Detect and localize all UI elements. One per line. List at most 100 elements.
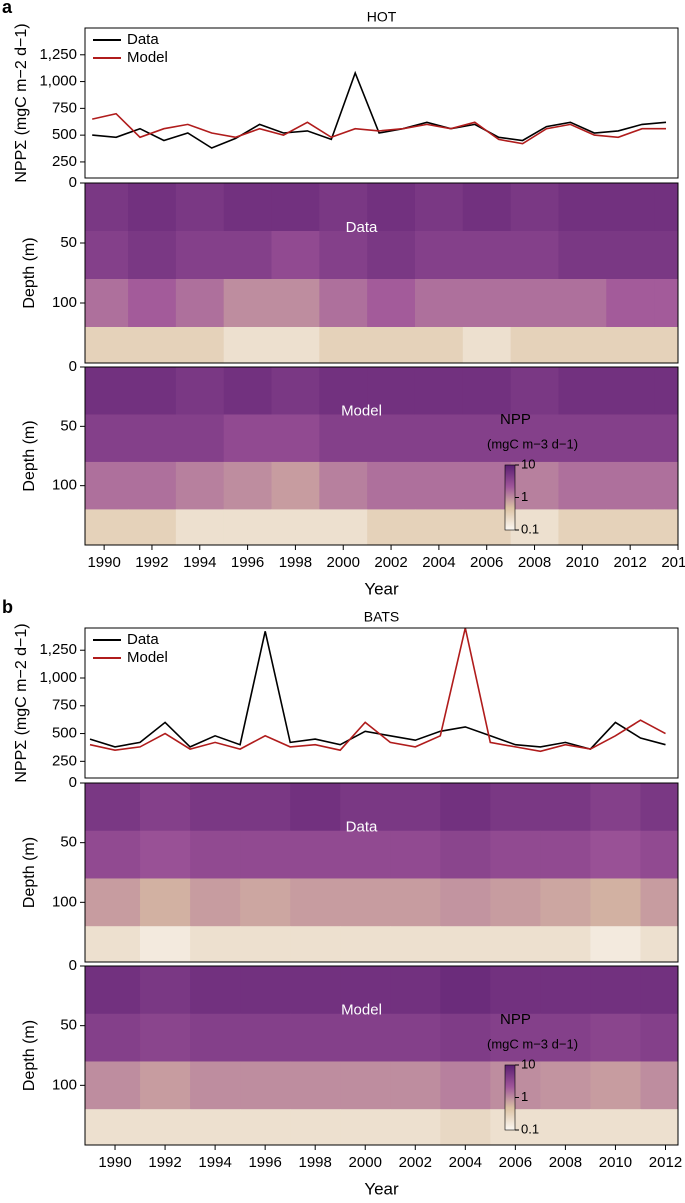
x-tick-label: 2004 xyxy=(449,1154,482,1171)
legend-label: Data xyxy=(127,31,159,48)
y-tick-label: 50 xyxy=(60,834,77,851)
heat-cell xyxy=(558,231,607,280)
colorbar-tick-label: 1 xyxy=(521,489,528,504)
heat-cell xyxy=(367,509,416,546)
series-line xyxy=(89,631,666,750)
heat-cell xyxy=(240,878,291,927)
heat-cell xyxy=(510,461,559,510)
heat-cell xyxy=(290,1109,341,1146)
x-tick-label: 1992 xyxy=(135,554,168,571)
y-tick-label: 1,000 xyxy=(39,669,77,686)
x-axis-label: Year xyxy=(364,579,399,598)
heat-cell xyxy=(510,183,559,232)
heat-cell xyxy=(190,926,241,963)
heat-cell xyxy=(462,414,512,463)
heat-cell xyxy=(240,966,291,1015)
heat-cell xyxy=(319,367,368,415)
heat-cell xyxy=(223,183,273,232)
heat-cell xyxy=(85,327,129,364)
plot-frame xyxy=(84,182,679,364)
x-tick-label: 2002 xyxy=(399,1154,432,1171)
heat-cell xyxy=(128,279,177,328)
heat-cell xyxy=(540,926,591,963)
y-tick-label: 0 xyxy=(69,957,77,974)
x-tick-label: 1998 xyxy=(299,1154,332,1171)
heat-cell xyxy=(140,926,191,963)
x-axis-label: Year xyxy=(364,1179,399,1198)
heat-cell xyxy=(414,327,464,364)
y-axis-label: Depth (m) xyxy=(21,837,38,908)
heat-cell xyxy=(390,783,441,832)
heat-cell xyxy=(290,878,341,927)
heat-cell xyxy=(140,966,191,1015)
heat-cell xyxy=(319,279,368,328)
heat-cell xyxy=(440,878,491,927)
x-tick-label: 1992 xyxy=(148,1154,181,1171)
heat-cell xyxy=(390,926,441,963)
heat-cell xyxy=(654,414,679,463)
heat-cell xyxy=(223,231,273,280)
x-tick-label: 1994 xyxy=(183,554,216,571)
x-tick-label: 1990 xyxy=(87,554,120,571)
heat-cell xyxy=(128,414,177,463)
heat-cell xyxy=(590,783,641,832)
legend-label: Model xyxy=(127,49,168,66)
heat-cell xyxy=(540,830,591,879)
y-tick-label: 1,000 xyxy=(39,73,77,90)
colorbar-tick-label: 0.1 xyxy=(521,1121,539,1136)
heat-cell xyxy=(367,231,416,280)
heat-cell xyxy=(440,783,491,832)
y-tick-label: 0 xyxy=(69,174,77,191)
heat-cell xyxy=(606,183,655,232)
heat-cell xyxy=(558,509,607,546)
heat-cell xyxy=(140,830,191,879)
heat-cell xyxy=(85,830,141,879)
heat-cell xyxy=(490,878,541,927)
heat-cell xyxy=(128,231,177,280)
chart-title: BATS xyxy=(364,609,400,625)
heat-cell xyxy=(540,966,591,1015)
heat-cell xyxy=(367,414,416,463)
heat-cell xyxy=(290,1061,341,1110)
x-tick-label: 2010 xyxy=(599,1154,632,1171)
heat-cell xyxy=(558,183,607,232)
series-line xyxy=(89,628,666,753)
heat-cell xyxy=(85,1061,141,1110)
heat-cell xyxy=(140,878,191,927)
heat-cell xyxy=(414,509,464,546)
y-tick-label: 500 xyxy=(52,126,77,143)
heat-cell xyxy=(390,1109,441,1146)
heat-cell xyxy=(175,509,225,546)
heat-cell xyxy=(490,1109,541,1146)
heat-cell xyxy=(128,183,177,232)
heat-cell xyxy=(175,367,225,415)
y-tick-label: 1,250 xyxy=(39,46,77,63)
panel-label: Model xyxy=(341,402,382,419)
heat-cell xyxy=(223,327,273,364)
plot-frame xyxy=(84,27,679,179)
heat-cell xyxy=(85,783,141,832)
heat-cell xyxy=(140,1061,191,1110)
heat-cell xyxy=(175,279,225,328)
y-tick-label: 750 xyxy=(52,697,77,714)
heat-cell xyxy=(558,279,607,328)
heat-cell xyxy=(414,367,464,415)
heat-cell xyxy=(319,414,368,463)
heat-cell xyxy=(223,279,273,328)
heat-cell xyxy=(367,367,416,415)
heat-cell xyxy=(590,966,641,1015)
heat-cell xyxy=(175,414,225,463)
heat-cell xyxy=(490,966,541,1015)
chart-title: HOT xyxy=(367,9,397,25)
heat-cell xyxy=(390,1013,441,1062)
y-tick-label: 250 xyxy=(52,752,77,769)
heat-cell xyxy=(85,926,141,963)
heat-cell xyxy=(462,183,512,232)
heat-cell xyxy=(290,830,341,879)
heat-cell xyxy=(640,1013,679,1062)
x-tick-label: 2008 xyxy=(549,1154,582,1171)
y-tick-label: 0 xyxy=(69,774,77,791)
heat-cell xyxy=(606,327,655,364)
heat-cell xyxy=(340,878,391,927)
heat-cell xyxy=(440,1061,491,1110)
